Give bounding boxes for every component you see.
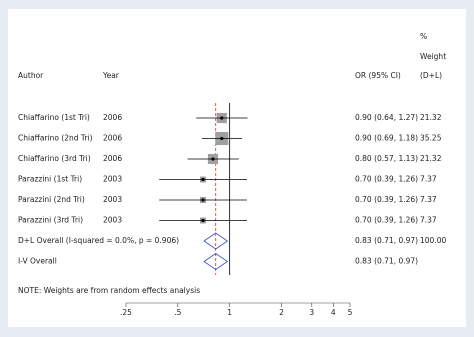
header: (D+L) xyxy=(420,71,442,80)
study-weight: 7.37 xyxy=(420,175,437,184)
study-year: 2006 xyxy=(103,134,122,143)
study-author: Chiaffarino (2nd Tri) xyxy=(18,134,93,143)
overall-weight: 100.00 xyxy=(420,236,446,245)
overall-ci-label: 0.83 (0.71, 0.97) xyxy=(355,236,418,245)
overall-diamond xyxy=(203,253,229,270)
study-ci-label: 0.90 (0.69, 1.18) xyxy=(355,134,418,143)
study-weight: 7.37 xyxy=(420,216,437,225)
point-estimate xyxy=(211,157,215,161)
study-weight: 35.25 xyxy=(420,134,442,143)
study-year: 2003 xyxy=(103,216,122,225)
point-estimate xyxy=(220,116,224,120)
header: % xyxy=(420,32,427,41)
study-weight: 21.32 xyxy=(420,154,442,163)
study-author: Parazzini (2nd Tri) xyxy=(18,195,85,204)
overall-diamond xyxy=(203,232,229,250)
header: Year xyxy=(102,71,120,80)
point-estimate xyxy=(220,136,224,141)
point-estimate xyxy=(201,198,205,202)
header: Weight xyxy=(420,52,446,61)
x-tick-label: 5 xyxy=(348,308,353,317)
study-ci-label: 0.80 (0.57, 1.13) xyxy=(355,154,418,163)
header: Author xyxy=(18,71,44,80)
overall-ci-label: 0.83 (0.71, 0.97) xyxy=(355,257,418,266)
overall-label: D+L Overall (I-squared = 0.0%, p = 0.906… xyxy=(18,236,179,245)
x-tick-label: 2 xyxy=(279,308,284,317)
study-ci-label: 0.70 (0.39, 1.26) xyxy=(355,216,418,225)
point-estimate xyxy=(201,218,205,223)
study-weight: 7.37 xyxy=(420,195,437,204)
study-author: Chiaffarino (1st Tri) xyxy=(18,113,90,122)
study-author: Parazzini (1st Tri) xyxy=(18,175,82,184)
x-tick-label: .25 xyxy=(120,308,132,317)
x-tick-label: 1 xyxy=(227,308,232,317)
study-author: Parazzini (3rd Tri) xyxy=(18,216,83,225)
study-year: 2006 xyxy=(103,154,122,163)
study-year: 2006 xyxy=(103,113,122,122)
x-tick-label: .5 xyxy=(174,308,181,317)
header: OR (95% CI) xyxy=(355,71,401,80)
x-tick-label: 3 xyxy=(309,308,314,317)
note: NOTE: Weights are from random effects an… xyxy=(18,286,200,295)
study-year: 2003 xyxy=(103,175,122,184)
overall-label: I-V Overall xyxy=(18,257,57,266)
study-year: 2003 xyxy=(103,195,122,204)
study-weight: 21.32 xyxy=(420,113,442,122)
study-ci-label: 0.70 (0.39, 1.26) xyxy=(355,175,418,184)
study-author: Chiaffarino (3rd Tri) xyxy=(18,154,91,163)
x-tick-label: 4 xyxy=(331,308,336,317)
point-estimate xyxy=(201,177,205,182)
study-ci-label: 0.70 (0.39, 1.26) xyxy=(355,195,418,204)
plot-region xyxy=(8,9,466,327)
study-ci-label: 0.90 (0.64, 1.27) xyxy=(355,113,418,122)
